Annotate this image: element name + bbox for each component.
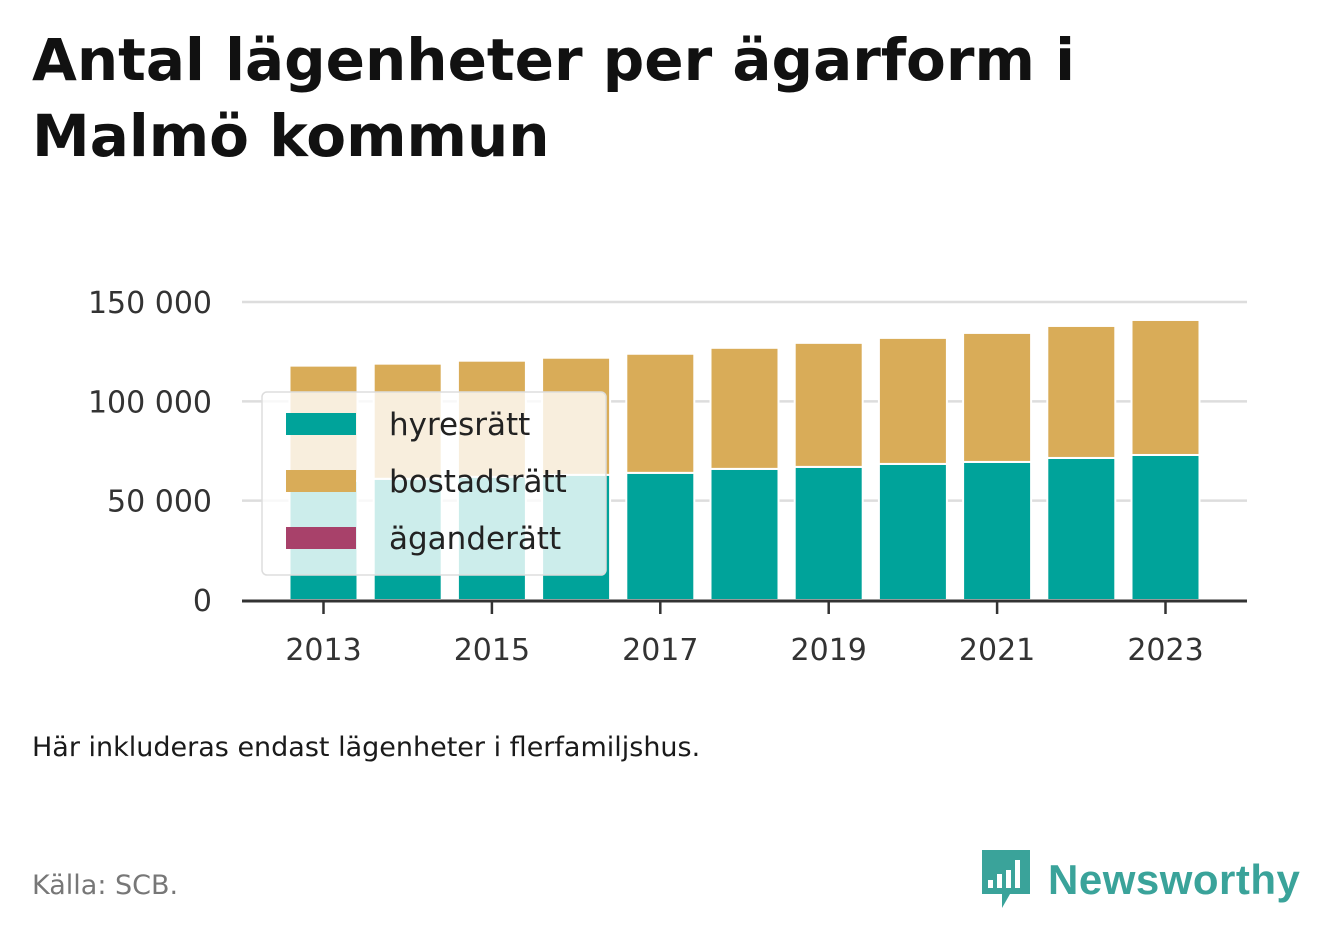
axes: 0 50 000 100 000 150 000 2013 2015 2017 2019 202… [88,286,1247,668]
chart-title: Antal lägenheter per ägarform i Malmö ko… [32,26,1076,170]
bar-2020-series-0 [877,462,948,601]
x-tick-label: 2015 [454,633,530,668]
bar-2020-series-1 [877,336,948,465]
y-tick-label: 100 000 [88,385,212,420]
legend-label: bostadsrätt [389,464,567,500]
x-tick-label: 2021 [959,633,1035,668]
y-tick-label: 50 000 [107,485,212,520]
bar-2019-series-0 [793,465,864,602]
bar-2023-series-1 [1130,318,1201,456]
legend-swatch [286,413,356,435]
x-tick-label: 2017 [622,633,698,668]
bar-2019-series-1 [793,341,864,468]
legend-label: hyresrätt [389,407,530,443]
legend: hyresrätt bostadsrätt äganderätt [261,391,607,576]
x-tick-label: 2019 [791,633,867,668]
bar-2022-series-0 [1046,456,1117,601]
bar-2021-series-1 [962,331,1033,463]
source-text: Källa: SCB. [32,870,179,901]
x-tick-label: 2023 [1127,633,1203,668]
bar-2021-series-0 [962,460,1033,601]
legend-swatch [286,527,356,549]
bar-2017-series-0 [625,471,696,601]
chart-note: Här inkluderas endast lägenheter i flerf… [32,732,701,763]
bar-2023-series-0 [1130,453,1201,601]
bar-2017-series-1 [625,352,696,474]
bar-2018-series-0 [709,467,780,601]
bar-2022-series-1 [1046,324,1117,459]
brand-name: Newsworthy [1048,856,1301,903]
legend-swatch [286,470,356,492]
legend-label: äganderätt [389,521,561,557]
newsworthy-logo: Newsworthy [978,848,1300,912]
y-tick-label: 0 [193,584,212,619]
y-tick-label: 150 000 [88,286,212,321]
bar-2018-series-1 [709,346,780,470]
x-tick-label: 2013 [285,633,361,668]
newsworthy-bars-icon [982,850,1030,908]
